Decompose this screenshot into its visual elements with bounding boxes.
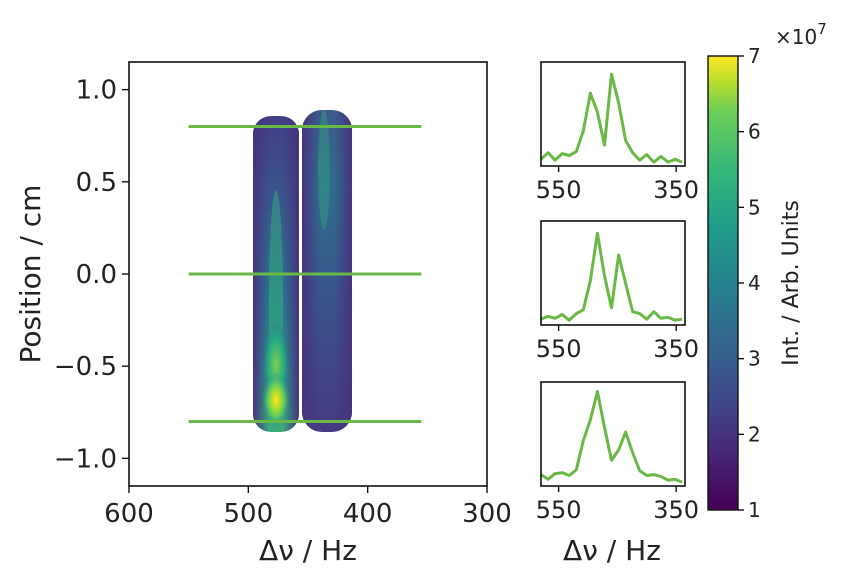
cut-lines <box>188 125 422 423</box>
main-y-tick-label: 0.0 <box>76 260 117 290</box>
colorbar-label: Int. / Arb. Units <box>779 200 804 366</box>
heatmap-column-right-edge <box>302 110 352 432</box>
main-x-tick-label: 400 <box>343 499 393 529</box>
cut-axes-frame <box>540 220 686 326</box>
main-x-tick-label: 600 <box>104 499 154 529</box>
main-x-tick-label: 300 <box>462 499 512 529</box>
cut-x-tick-label: 550 <box>536 335 582 363</box>
colorbar-multiplier-exponent: 7 <box>817 20 827 38</box>
colorbar-multiplier-base: ×10 <box>775 25 817 49</box>
colorbar-gradient <box>707 55 739 511</box>
main-heatmap-panel: 600 500 400 300 1.0 0.5 0.0 −0.5 −1.0 Δν / Hz P… <box>14 61 512 567</box>
heatmap-hot-spot <box>262 372 290 428</box>
cut-series-line <box>539 72 683 164</box>
colorbar-multiplier: ×107 <box>775 20 827 49</box>
colorbar-tick-label: 4 <box>748 271 761 295</box>
cut-x-tick-label: 350 <box>653 496 699 524</box>
colorbar-tick-label: 6 <box>748 120 761 144</box>
cut-x-tick-label: 350 <box>653 335 699 363</box>
main-y-tick-label: 0.5 <box>76 168 117 198</box>
main-y-ticks: 1.0 0.5 0.0 −0.5 −1.0 <box>54 76 129 474</box>
main-y-tick-label: −0.5 <box>54 352 117 382</box>
cut-x-axis-label: Δν / Hz <box>563 534 661 567</box>
colorbar-tick-label: 1 <box>748 498 761 522</box>
main-y-tick-label: 1.0 <box>76 76 117 106</box>
cut-series-line <box>540 389 683 484</box>
cut-series-line <box>540 231 683 322</box>
main-y-tick-label: −1.0 <box>54 444 117 474</box>
colorbar-tick-label: 2 <box>748 422 761 446</box>
cut-axes-frame <box>540 61 686 167</box>
colorbar-tick-label: 5 <box>748 195 761 219</box>
main-y-axis-label: Position / cm <box>14 185 47 364</box>
cut-axes-frame <box>540 381 686 487</box>
cut-x-tick-label: 350 <box>653 176 699 204</box>
cut-panel-middle: 550 350 <box>536 220 699 363</box>
cut-panel-bottom: 550 350 <box>536 381 699 524</box>
heatmap-ridge-right <box>318 110 330 230</box>
colorbar-tick-label: 7 <box>748 44 761 68</box>
cut-panel-top: 550 350 <box>536 61 699 204</box>
colorbar-ticks: 1 2 3 4 5 6 7 <box>738 44 761 522</box>
main-x-tick-label: 500 <box>224 499 274 529</box>
cut-x-tick-label: 550 <box>536 176 582 204</box>
main-x-ticks: 600 500 400 300 <box>104 486 512 529</box>
cut-x-tick-label: 550 <box>536 496 582 524</box>
colorbar-tick-label: 3 <box>748 347 761 371</box>
heatmap-content <box>253 110 352 432</box>
main-x-axis-label: Δν / Hz <box>259 534 357 567</box>
